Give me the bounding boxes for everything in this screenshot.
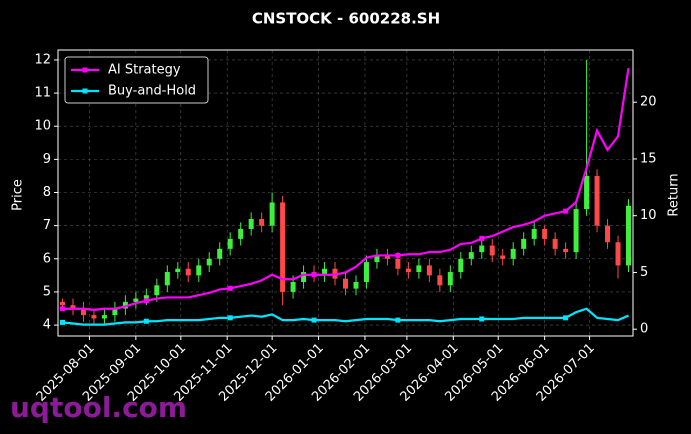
legend: AI Strategy Buy-and-Hold — [64, 56, 209, 104]
candle-body — [437, 275, 443, 286]
y-tick-label: 8 — [43, 185, 51, 200]
y-tick-label: 11 — [34, 86, 51, 101]
candle-body — [101, 315, 107, 319]
watermark: uqtool.com — [10, 391, 187, 424]
candle-body — [479, 245, 485, 253]
line-marker — [311, 317, 317, 323]
candle-body — [584, 175, 590, 210]
line-marker — [59, 319, 65, 325]
line-marker — [227, 315, 233, 321]
candle-body — [573, 209, 579, 253]
y2-axis-label: Return — [667, 173, 682, 216]
line-marker — [227, 285, 233, 291]
y2-tick-label: 20 — [640, 95, 657, 110]
candle-body — [175, 268, 181, 273]
candle-body — [206, 258, 212, 266]
candle-body — [458, 258, 464, 273]
candle-body — [395, 258, 401, 269]
plot-frame — [57, 49, 634, 337]
y-tick-label: 10 — [34, 119, 51, 134]
y-tick-label: 6 — [43, 251, 51, 266]
candle-body — [70, 305, 76, 309]
y2-tick-label: 10 — [640, 208, 657, 223]
y-tick-label: 9 — [43, 152, 51, 167]
candle-body — [500, 255, 506, 259]
line-marker — [563, 315, 569, 321]
line-marker — [395, 252, 401, 258]
candle-body — [143, 295, 149, 299]
candle-body — [363, 262, 369, 282]
candle-body — [301, 272, 307, 282]
candle-body — [154, 285, 160, 296]
candle-body — [384, 255, 390, 259]
return-line — [62, 67, 630, 312]
candle-body — [91, 315, 97, 319]
candle-body — [80, 308, 86, 316]
line-marker — [143, 318, 149, 324]
candle-body — [112, 308, 118, 316]
candle-body — [447, 272, 453, 286]
y-tick-label: 5 — [43, 284, 51, 299]
y2-tick-label: 5 — [640, 265, 648, 280]
candle-body — [405, 268, 411, 273]
y2-tick-label: 15 — [640, 151, 657, 166]
candle-body — [227, 238, 233, 249]
y-tick-label: 4 — [43, 318, 51, 333]
candle-body — [59, 301, 65, 306]
line-marker — [479, 316, 485, 322]
chart-title: CNSTOCK - 600228.SH — [252, 10, 440, 28]
line-marker — [563, 208, 569, 214]
line-marker — [395, 317, 401, 323]
candle-body — [510, 248, 516, 259]
candle-body — [290, 281, 296, 292]
candle-body — [353, 281, 359, 289]
candle-body — [468, 252, 474, 259]
candle-body — [238, 228, 244, 239]
candle-body — [531, 228, 537, 239]
candle-body — [489, 245, 495, 256]
candle-body — [259, 219, 265, 226]
candle-body — [164, 272, 170, 286]
candle-body — [615, 242, 621, 266]
candle-body — [563, 248, 569, 253]
legend-box — [64, 56, 209, 104]
candle-body — [217, 248, 223, 259]
candle-body — [374, 255, 380, 263]
candle-body — [426, 265, 432, 276]
candle-body — [343, 278, 348, 289]
candle-body — [196, 265, 202, 276]
legend-label: Buy-and-Hold — [108, 84, 196, 99]
candle-body — [626, 205, 632, 266]
y2-tick-label: 0 — [640, 322, 648, 337]
candle-body — [269, 202, 275, 226]
candle-body — [521, 238, 527, 249]
candle-body — [542, 228, 548, 239]
line-marker — [479, 235, 485, 241]
return-line — [62, 307, 629, 326]
y-axis-label: Price — [11, 179, 26, 211]
candle-body — [416, 265, 422, 273]
y-tick-label: 12 — [34, 52, 51, 67]
candle-body — [133, 298, 139, 302]
line-marker — [311, 272, 317, 278]
candle-body — [594, 175, 600, 226]
candle-body — [280, 202, 286, 292]
candle-body — [322, 268, 328, 276]
line-marker — [143, 298, 149, 304]
candle-body — [122, 301, 128, 309]
candle-body — [605, 225, 611, 243]
y-tick-label: 7 — [43, 218, 51, 233]
legend-label: AI Strategy — [108, 63, 181, 78]
candle-body — [185, 268, 191, 276]
line-marker — [59, 306, 65, 312]
legend-marker — [82, 88, 88, 94]
candle-body — [552, 238, 558, 249]
candle-body — [248, 219, 254, 229]
legend-marker — [82, 67, 88, 73]
